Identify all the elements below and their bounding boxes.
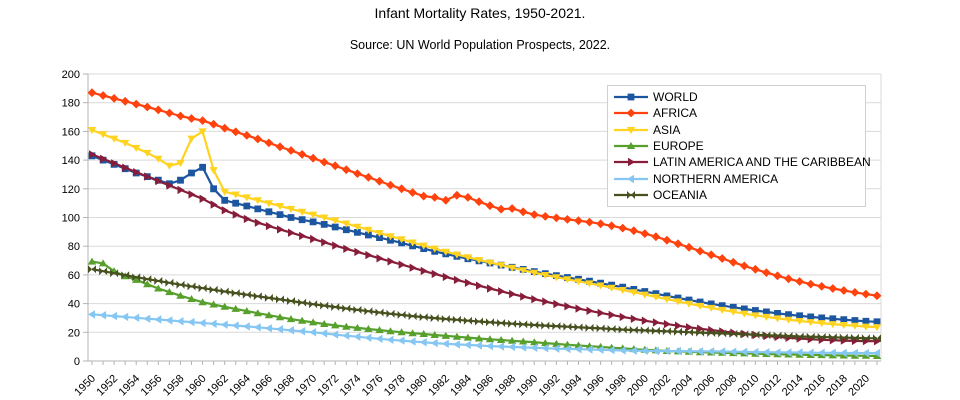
y-tick-label: 160: [62, 126, 80, 138]
series-markers: [87, 257, 882, 359]
x-tick-label: 1998: [603, 373, 629, 399]
legend-label: ASIA: [653, 122, 681, 137]
series-asia: [87, 127, 882, 332]
series-markers: [88, 265, 881, 343]
y-tick-label: 60: [68, 270, 80, 282]
x-tick-label: 1956: [139, 373, 165, 399]
legend-marker-arrow-right-icon: [614, 158, 648, 167]
legend: WORLD AFRICA ASIA EUROPE LATIN AMERICA AND T…: [607, 85, 871, 207]
series-europe: [87, 257, 882, 359]
legend-label: AFRICA: [653, 106, 698, 121]
x-tick-label: 1970: [293, 373, 319, 399]
x-tick-label: 1962: [205, 373, 231, 399]
y-tick-label: 140: [62, 155, 80, 167]
x-tick-label: 1976: [360, 373, 386, 399]
legend-marker-arrow-down-icon: [614, 126, 648, 134]
y-tick-label: 100: [62, 213, 80, 225]
legend-item-latin-america-and-the-caribbean: LATIN AMERICA AND THE CARIBBEAN: [608, 155, 871, 170]
chart-subtitle: Source: UN World Population Prospects, 2…: [349, 38, 611, 52]
y-tick-label: 200: [62, 69, 80, 81]
series-africa: [87, 88, 882, 301]
x-tick-label: 1952: [94, 373, 120, 399]
x-tick-label: 2000: [625, 373, 651, 399]
legend-item-asia: ASIA: [608, 122, 865, 137]
legend-label: NORTHERN AMERICA: [653, 171, 779, 186]
series-line: [91, 260, 878, 358]
x-tick-label: 2020: [846, 373, 872, 399]
x-tick-label: 2008: [714, 373, 740, 399]
x-tick-label: 1994: [559, 373, 585, 399]
x-tick-label: 2014: [780, 373, 806, 399]
x-tick-label: 1988: [492, 373, 518, 399]
legend-label: WORLD: [653, 89, 698, 104]
x-tick-label: 1958: [161, 373, 187, 399]
x-tick-label: 1992: [537, 373, 563, 399]
x-tick-label: 1972: [316, 373, 342, 399]
x-tick-label: 1978: [382, 373, 408, 399]
x-tick-label: 1986: [470, 373, 496, 399]
legend-marker-bowtie-icon: [614, 191, 648, 200]
series-northern-america: [88, 310, 880, 358]
legend-item-northern-america: NORTHERN AMERICA: [608, 171, 865, 186]
y-tick-label: 120: [62, 184, 80, 196]
x-tick-label: 2018: [824, 373, 850, 399]
x-tick-label: 1954: [117, 373, 143, 399]
x-tick-label: 1984: [448, 373, 474, 399]
y-tick-label: 80: [68, 241, 80, 253]
legend-item-world: WORLD: [608, 89, 865, 104]
x-tick-label: 1974: [338, 373, 364, 399]
x-tick-label: 1966: [249, 373, 275, 399]
legend-label: OCEANIA: [653, 188, 708, 203]
x-tick-label: 1960: [183, 373, 209, 399]
legend-marker-square-icon: [614, 93, 648, 101]
x-tick-label: 1980: [404, 373, 430, 399]
series-oceania: [88, 265, 881, 343]
legend-item-oceania: OCEANIA: [608, 188, 865, 203]
legend-label: LATIN AMERICA AND THE CARIBBEAN: [653, 155, 871, 170]
legend-label: EUROPE: [653, 139, 704, 153]
y-tick-label: 40: [68, 299, 80, 311]
x-tick-label: 2002: [647, 373, 673, 399]
series-markers: [88, 310, 880, 358]
y-tick-label: 180: [62, 98, 80, 110]
legend-marker-diamond-icon: [614, 108, 648, 118]
x-tick-label: 2016: [802, 373, 828, 399]
x-tick-label: 1950: [72, 373, 98, 399]
legend-marker-arrow-up-icon: [614, 142, 648, 149]
x-tick-label: 2004: [669, 373, 695, 399]
legend-item-africa: AFRICA: [608, 106, 865, 121]
x-tick-label: 1968: [271, 373, 297, 399]
legend-marker-arrow-left-icon: [614, 174, 648, 183]
x-tick-label: 1982: [426, 373, 452, 399]
x-tick-label: 1996: [581, 373, 607, 399]
x-tick-label: 2012: [758, 373, 784, 399]
x-tick-label: 1990: [515, 373, 541, 399]
y-tick-label: 0: [74, 356, 80, 368]
x-tick-label: 1964: [227, 373, 253, 399]
y-tick-label: 20: [68, 327, 80, 339]
legend-item-europe: EUROPE: [608, 139, 865, 154]
x-tick-label: 2006: [691, 373, 717, 399]
x-tick-label: 2010: [736, 373, 762, 399]
chart-title: Infant Mortality Rates, 1950-2021.: [374, 5, 586, 21]
